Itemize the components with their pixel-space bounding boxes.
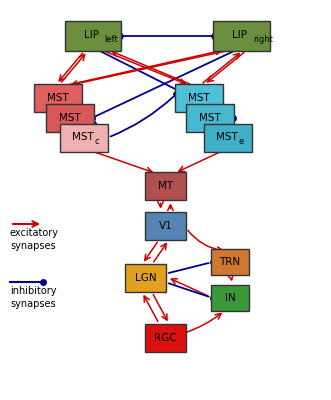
FancyBboxPatch shape — [204, 124, 252, 152]
Text: MST: MST — [47, 93, 69, 103]
FancyBboxPatch shape — [125, 264, 166, 292]
Text: IN: IN — [225, 293, 235, 303]
Text: V1: V1 — [159, 221, 172, 231]
FancyBboxPatch shape — [145, 212, 186, 240]
Text: LIP: LIP — [83, 30, 99, 40]
Text: right: right — [253, 35, 273, 44]
Text: c: c — [94, 137, 99, 146]
Text: e: e — [238, 137, 244, 146]
Text: MT: MT — [158, 181, 173, 191]
Text: left: left — [104, 35, 118, 44]
FancyBboxPatch shape — [186, 104, 234, 132]
Text: synapses: synapses — [10, 241, 56, 251]
FancyBboxPatch shape — [213, 21, 270, 51]
Text: RGC: RGC — [154, 333, 177, 343]
Text: synapses: synapses — [10, 299, 56, 309]
Text: LIP: LIP — [232, 30, 248, 40]
Text: inhibitory: inhibitory — [10, 286, 56, 296]
Text: TRN: TRN — [219, 257, 241, 267]
Text: MST: MST — [199, 113, 221, 123]
FancyBboxPatch shape — [175, 84, 222, 112]
FancyBboxPatch shape — [65, 21, 121, 51]
Text: excitatory: excitatory — [10, 228, 59, 238]
FancyBboxPatch shape — [34, 84, 82, 112]
FancyBboxPatch shape — [145, 324, 186, 352]
Text: MST: MST — [72, 132, 94, 142]
FancyBboxPatch shape — [145, 172, 186, 200]
FancyBboxPatch shape — [60, 124, 109, 152]
FancyBboxPatch shape — [45, 104, 93, 132]
Text: LGN: LGN — [135, 273, 157, 283]
Text: MST: MST — [188, 93, 210, 103]
FancyBboxPatch shape — [211, 285, 249, 311]
Text: MST: MST — [216, 132, 238, 142]
FancyBboxPatch shape — [211, 249, 249, 275]
Text: MST: MST — [59, 113, 80, 123]
